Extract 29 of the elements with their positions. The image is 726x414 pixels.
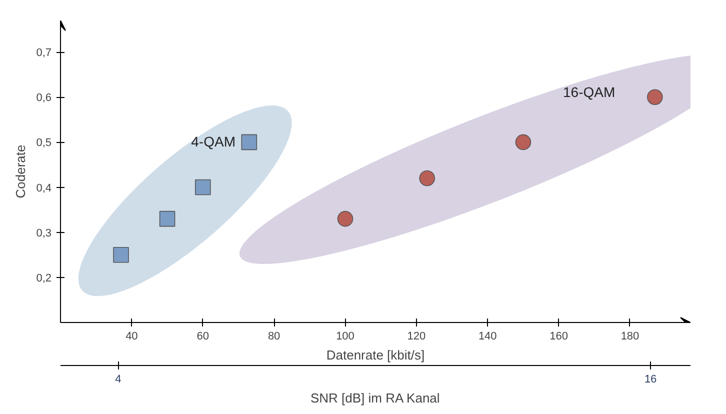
y-tick-label: 0,7 — [36, 47, 52, 60]
y-axis-title: Coderate — [13, 144, 28, 198]
y-tick-label: 0,5 — [36, 137, 52, 150]
x-tick-label: 120 — [407, 330, 426, 342]
x2-tick-label: 4 — [115, 374, 122, 386]
x2-axis-title: SNR [dB] im RA Kanal — [310, 390, 440, 406]
point — [419, 170, 436, 186]
point — [159, 210, 176, 227]
x-axis-title: Datenrate [kbit/s] — [326, 348, 425, 362]
x-tick-label: 180 — [620, 330, 640, 342]
y-tick-label: 0,2 — [36, 272, 52, 284]
x-tick-label: 80 — [268, 330, 280, 342]
series-label: 4-QAM — [191, 134, 236, 150]
x-tick-label: 60 — [196, 330, 210, 342]
point — [647, 89, 663, 106]
point — [241, 134, 258, 150]
x-tick-label: 40 — [126, 330, 138, 342]
point — [113, 246, 129, 263]
y-tick-label: 0,3 — [36, 227, 52, 240]
y-tick-label: 0,6 — [36, 92, 52, 104]
point — [337, 210, 354, 227]
point — [194, 179, 211, 196]
x-tick-label: 160 — [550, 330, 568, 342]
x-tick-label: 140 — [478, 330, 497, 342]
x2-tick-label: 16 — [644, 374, 657, 386]
y-tick-label: 0,4 — [36, 182, 52, 194]
point — [515, 134, 532, 150]
text: 16-QAM — [563, 84, 616, 100]
x-tick-label: 100 — [336, 330, 354, 342]
